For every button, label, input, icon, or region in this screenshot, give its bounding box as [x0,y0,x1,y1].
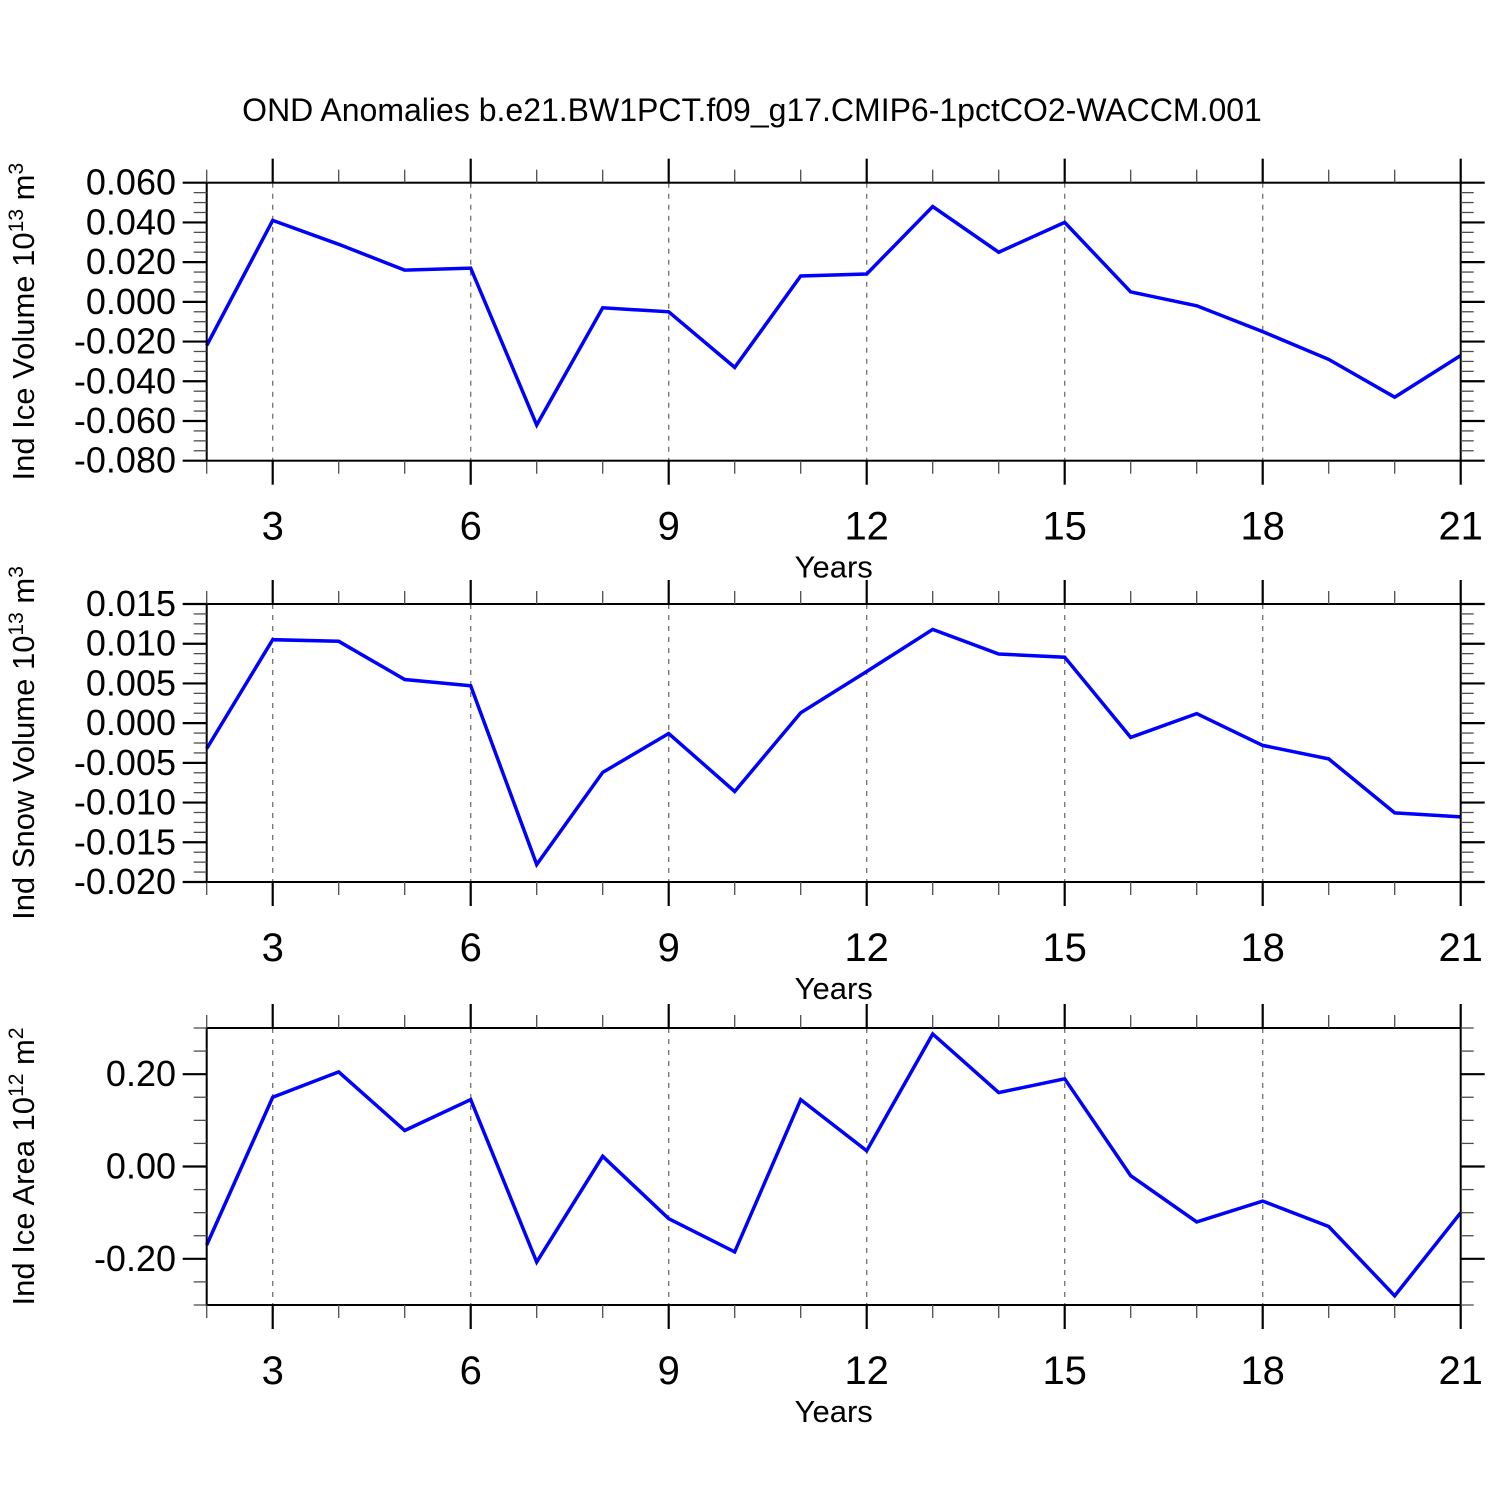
panel-snow-volume: 0.0150.0100.0050.000-0.005-0.010-0.015-0… [5,566,1485,1006]
y-tick-label: -0.020 [74,321,176,362]
x-tick-label: 3 [262,505,284,549]
y-tick-label: 0.010 [86,623,176,664]
data-line [205,627,1461,869]
x-tick-label: 18 [1240,505,1285,549]
y-tick-label: 0.060 [86,162,176,203]
chart-title: OND Anomalies b.e21.BW1PCT.f09_g17.CMIP6… [242,92,1262,128]
y-tick-label: 0.20 [106,1053,176,1094]
x-tick-label: 9 [658,505,680,549]
panel-ice-volume: 0.0600.0400.0200.000-0.020-0.040-0.060-0… [5,158,1485,585]
y-tick-label: -0.060 [74,400,176,441]
y-tick-label: -0.040 [74,360,176,401]
y-tick-label: 0.005 [86,662,176,703]
y-tick-label: -0.020 [74,861,176,902]
y-tick-label: 0.000 [86,281,176,322]
y-tick-label: 0.015 [86,583,176,624]
x-tick-label: 9 [658,1349,680,1393]
y-tick-label: 0.00 [106,1146,176,1187]
x-tick-label: 21 [1438,926,1483,970]
data-line [205,204,1462,429]
x-tick-label: 6 [460,1349,482,1393]
x-tick-label: 12 [844,505,889,549]
y-axis-label: Ind Snow Volume 1013 m3 [5,566,41,920]
x-tick-label: 15 [1042,926,1087,970]
x-tick-label: 3 [262,1349,284,1393]
y-tick-label: -0.20 [94,1238,176,1279]
x-tick-label: 21 [1438,1349,1483,1393]
y-tick-label: -0.010 [74,782,176,823]
x-tick-label: 21 [1438,505,1483,549]
x-tick-label: 12 [844,1349,889,1393]
x-tick-label: 18 [1240,1349,1285,1393]
x-tick-label: 15 [1042,505,1087,549]
plot-frame [205,603,1462,883]
plot-frame [205,181,1462,462]
y-tick-label: -0.005 [74,742,176,783]
panel-ice-area: 0.20 0.00 -0.20 3 6 9 12 15 18 21 Years Ind Ice Are… [5,1004,1485,1429]
y-axis-label: Ind Ice Area 1012 m2 [5,1027,41,1305]
y-tick-label: 0.000 [86,702,176,743]
y-tick-label: -0.080 [74,440,176,481]
x-tick-label: 6 [460,505,482,549]
x-tick-label: 6 [460,926,482,970]
x-axis-label: Years [795,1394,873,1429]
x-tick-label: 12 [844,926,889,970]
x-axis-label: Years [795,550,873,585]
y-tick-label: 0.020 [86,241,176,282]
y-tick-label: 0.040 [86,201,176,242]
plot-frame [205,1027,1462,1306]
x-tick-label: 3 [262,926,284,970]
y-tick-label: -0.015 [74,821,176,862]
x-tick-label: 15 [1042,1349,1087,1393]
data-line [205,1031,1463,1299]
x-tick-label: 18 [1240,926,1285,970]
y-axis-label: Ind Ice Volume 1013 m3 [5,163,41,481]
x-axis-label: Years [795,971,873,1006]
x-tick-label: 9 [658,926,680,970]
